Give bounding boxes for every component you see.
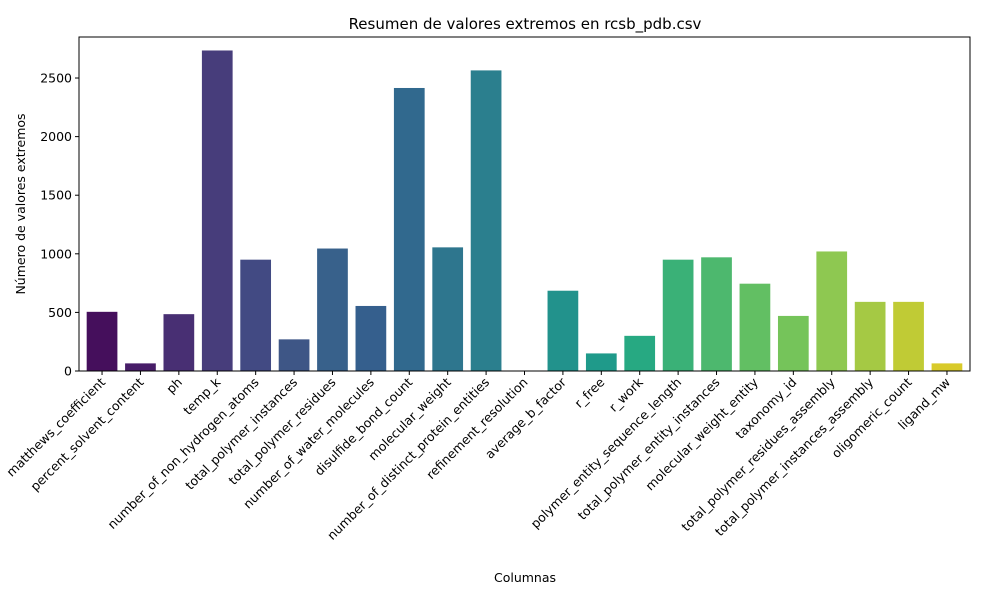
bar-molecular-weight (432, 247, 464, 371)
bars-group (86, 50, 963, 372)
bar-total-polymer-entity-instances (701, 257, 732, 371)
bar-total-polymer-residues (317, 248, 348, 371)
bar-total-polymer-residues-assembly (816, 251, 848, 371)
bar-disulfide-bond-count (393, 87, 425, 371)
bar-percent-solvent-content (125, 363, 156, 371)
bar-ligand-mw (931, 363, 963, 371)
bar-number-of-distinct-protein-entities (470, 70, 502, 372)
plot-frame (78, 36, 971, 372)
y-tick-label: 500 (48, 305, 72, 320)
bar-number-of-non-hydrogen-atoms (240, 259, 272, 371)
y-tick-label: 2500 (40, 71, 72, 86)
x-axis: matthews_coefficientpercent_solvent_cont… (3, 371, 953, 543)
bar-r-work (624, 335, 656, 371)
y-tick-label: 1500 (40, 188, 72, 203)
bar-polymer-entity-sequence-length (662, 259, 694, 371)
x-tick-label: ph (163, 375, 185, 397)
bar-total-polymer-instances-assembly (854, 301, 886, 371)
y-tick-label: 0 (64, 364, 72, 379)
y-axis: 0 500 1000 1500 2000 2500 (40, 71, 79, 379)
bar-average-b-factor (547, 290, 579, 371)
x-axis-label: Columnas (494, 570, 556, 585)
bar-temp-k (201, 50, 233, 371)
y-tick-label: 1000 (40, 246, 72, 261)
y-tick-label: 2000 (40, 129, 72, 144)
bar-ph (163, 314, 195, 371)
bar-matthews-coefficient (86, 311, 118, 371)
bar-oligomeric-count (893, 301, 924, 371)
bar-total-polymer-instances (278, 339, 310, 371)
chart-title: Resumen de valores extremos en rcsb_pdb.… (349, 15, 702, 34)
y-axis-label: Número de valores extremos (13, 113, 28, 294)
bar-r-free (585, 353, 617, 371)
x-tick-label: r_free (571, 374, 607, 410)
bar-taxonomy-id (777, 315, 809, 371)
bar-molecular-weight-entity (739, 283, 771, 371)
bar-number-of-water-molecules (355, 305, 387, 371)
